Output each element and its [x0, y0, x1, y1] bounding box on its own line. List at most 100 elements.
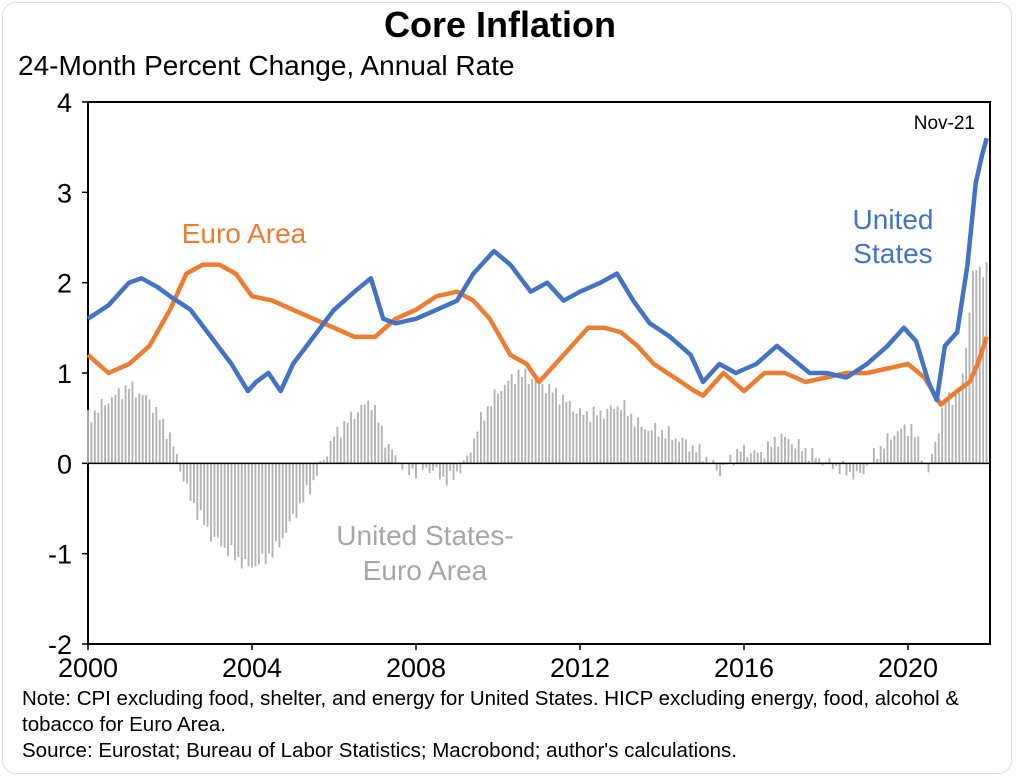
- difference-bar: [951, 404, 954, 464]
- difference-bar: [384, 447, 387, 464]
- euro-area-label: Euro Area: [182, 218, 307, 249]
- difference-bar: [486, 406, 489, 464]
- difference-bar: [886, 433, 889, 464]
- x-tick-label: 2008: [386, 653, 446, 683]
- difference-bar: [917, 436, 920, 464]
- difference-bar: [920, 460, 923, 464]
- difference-bar: [456, 463, 458, 472]
- difference-bar: [360, 404, 363, 464]
- y-tick-label: 3: [57, 178, 72, 208]
- difference-bar: [561, 394, 564, 464]
- difference-bar: [609, 405, 612, 464]
- difference-bar: [169, 432, 171, 464]
- difference-bar: [520, 377, 523, 464]
- difference-bar: [401, 463, 404, 470]
- difference-bar: [333, 436, 335, 464]
- difference-bar: [879, 446, 882, 464]
- difference-bar: [548, 383, 551, 464]
- difference-bar: [223, 463, 226, 548]
- difference-bar: [507, 380, 510, 464]
- difference-bar: [616, 406, 619, 464]
- y-tick-label: -1: [48, 540, 72, 570]
- difference-bar: [872, 448, 875, 464]
- difference-bar: [432, 463, 435, 471]
- difference-bar: [408, 463, 411, 475]
- difference-bar: [449, 463, 452, 471]
- difference-bar: [295, 463, 298, 518]
- difference-bar: [845, 463, 848, 476]
- x-tick-label: 2012: [550, 653, 610, 683]
- difference-bar: [794, 448, 797, 464]
- difference-bar: [503, 384, 506, 464]
- difference-bar: [148, 399, 151, 464]
- difference-bar: [900, 428, 903, 464]
- difference-bar: [298, 463, 301, 504]
- difference-bar: [958, 392, 961, 464]
- difference-bar: [274, 463, 277, 542]
- y-tick-label: -2: [48, 630, 72, 660]
- difference-bar: [473, 438, 476, 464]
- difference-bar: [165, 438, 168, 464]
- difference-bar: [500, 390, 503, 464]
- difference-bar: [647, 430, 650, 464]
- difference-bar: [954, 390, 957, 464]
- difference-bar: [527, 384, 530, 464]
- difference-bar: [684, 439, 687, 464]
- end-date-label: Nov-21: [914, 113, 975, 134]
- difference-bar: [206, 463, 209, 527]
- difference-bar: [599, 410, 602, 464]
- difference-bar: [87, 409, 89, 464]
- difference-bar: [585, 411, 588, 464]
- difference-bar: [732, 463, 735, 466]
- difference-bar: [971, 270, 974, 464]
- difference-bar: [346, 422, 349, 464]
- difference-bar: [541, 383, 544, 464]
- difference-bar: [739, 451, 742, 464]
- difference-bar: [104, 405, 107, 464]
- difference-bar: [319, 461, 322, 464]
- difference-bar: [736, 448, 739, 464]
- difference-bar: [790, 444, 793, 464]
- difference-bar: [930, 453, 933, 464]
- difference-bar: [189, 463, 192, 501]
- difference-bar: [558, 404, 561, 464]
- difference-bar: [743, 444, 745, 464]
- difference-bar: [281, 463, 284, 539]
- euro-area-line: [86, 262, 989, 407]
- difference-bar: [596, 415, 599, 464]
- difference-bar: [978, 266, 981, 464]
- difference-bar: [835, 463, 838, 467]
- difference-bar: [517, 369, 520, 464]
- difference-bar: [121, 399, 124, 464]
- difference-bar: [257, 463, 260, 565]
- difference-bar: [425, 463, 428, 468]
- difference-bar: [715, 463, 718, 471]
- difference-bar: [729, 454, 732, 464]
- difference-bar: [654, 422, 657, 464]
- difference-bar: [145, 394, 148, 464]
- difference-bar: [192, 463, 195, 503]
- difference-bar: [415, 463, 417, 479]
- difference-bar: [896, 431, 899, 464]
- difference-bar: [483, 420, 486, 464]
- difference-bar: [264, 463, 267, 565]
- difference-bar: [172, 446, 175, 464]
- difference-bar: [814, 458, 817, 464]
- x-tick-label: 2000: [58, 653, 118, 683]
- difference-bar: [155, 407, 158, 464]
- difference-bar: [213, 463, 216, 537]
- difference-bar: [367, 400, 370, 464]
- difference-bar: [162, 418, 165, 464]
- difference-bar: [961, 373, 964, 464]
- difference-bar: [175, 453, 178, 464]
- difference-bar: [442, 463, 445, 477]
- difference-bar: [787, 439, 790, 464]
- difference-bar: [722, 463, 725, 466]
- difference-bar: [380, 425, 383, 464]
- difference-bar: [620, 409, 622, 464]
- difference-bar: [302, 463, 305, 503]
- difference-bar: [756, 452, 759, 464]
- difference-bar: [852, 463, 855, 480]
- difference-bar: [391, 449, 394, 464]
